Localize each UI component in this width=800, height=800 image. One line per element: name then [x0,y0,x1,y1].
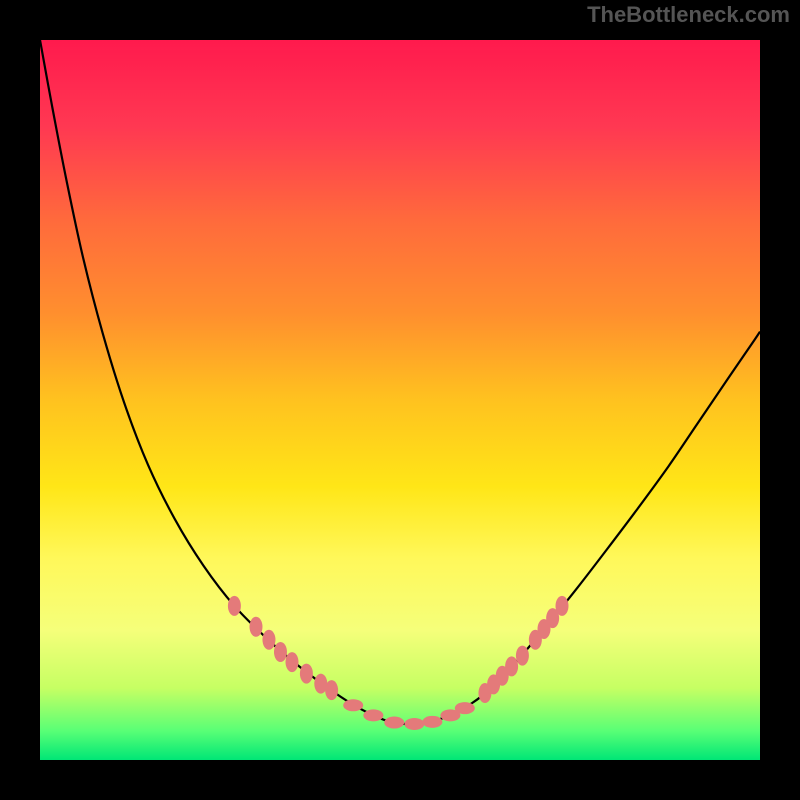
bead-marker [300,664,313,684]
bead-marker [325,680,338,700]
bead-marker [455,702,475,714]
bead-marker [384,717,404,729]
bead-marker [404,718,424,730]
chart-svg [40,40,760,760]
bead-marker [250,617,263,637]
plot-area [40,40,760,760]
bead-marker [363,709,383,721]
chart-outer: TheBottleneck.com [0,0,800,800]
gradient-background [40,40,760,760]
bead-marker [228,596,241,616]
bead-marker [274,642,287,662]
bead-marker [505,656,518,676]
bead-marker [262,630,275,650]
watermark-text: TheBottleneck.com [587,2,790,28]
bead-marker [286,652,299,672]
bead-marker [556,596,569,616]
bead-marker [422,716,442,728]
bead-marker [343,699,363,711]
bead-marker [516,646,529,666]
